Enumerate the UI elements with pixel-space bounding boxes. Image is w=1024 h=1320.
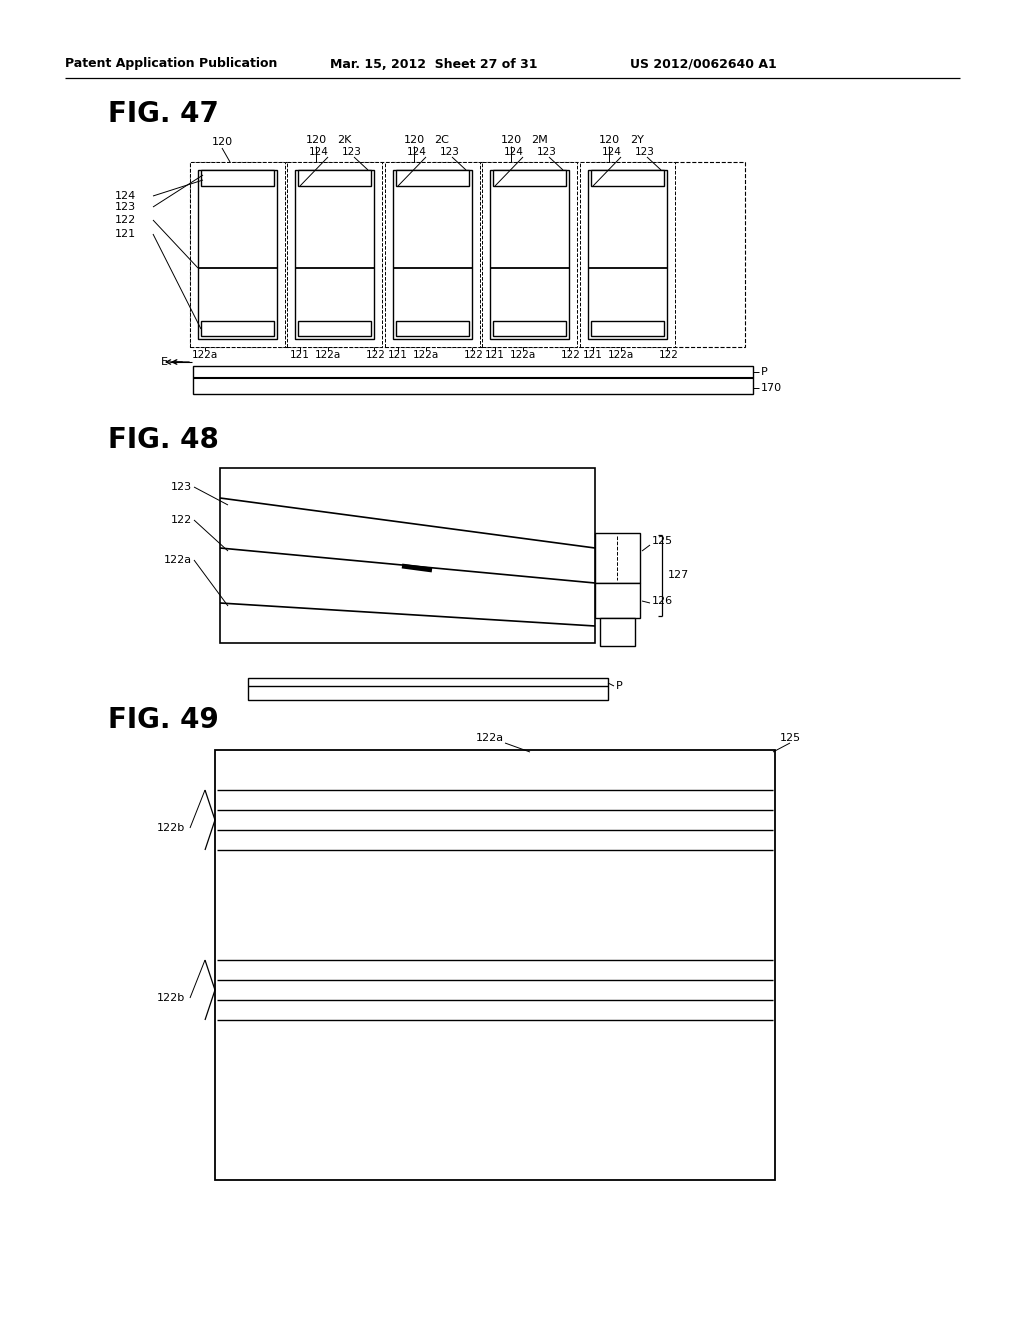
Text: 122a: 122a [315, 350, 341, 360]
Text: Mar. 15, 2012  Sheet 27 of 31: Mar. 15, 2012 Sheet 27 of 31 [330, 58, 538, 70]
Bar [482, 162, 577, 347]
Bar [490, 170, 569, 339]
Text: 120: 120 [403, 135, 425, 145]
Bar [396, 170, 469, 186]
Bar [580, 162, 675, 347]
Bar [595, 533, 640, 583]
Text: FIG. 49: FIG. 49 [108, 706, 219, 734]
Bar [298, 170, 371, 186]
Bar [493, 170, 566, 186]
Text: 123: 123 [171, 482, 193, 492]
Text: 123: 123 [115, 202, 136, 213]
Bar [201, 321, 274, 337]
Text: 122: 122 [464, 350, 484, 360]
Text: 122a: 122a [164, 554, 193, 565]
Text: 123: 123 [342, 147, 361, 157]
Text: 122: 122 [171, 515, 193, 525]
Text: 2K: 2K [337, 135, 351, 145]
Bar [591, 170, 664, 186]
Text: 2M: 2M [530, 135, 548, 145]
Text: 125: 125 [779, 733, 801, 743]
Text: US 2012/0062640 A1: US 2012/0062640 A1 [630, 58, 777, 70]
Text: 123: 123 [537, 147, 557, 157]
Text: 121: 121 [485, 350, 505, 360]
Text: 124: 124 [115, 191, 136, 201]
Text: 121: 121 [115, 228, 136, 239]
Text: 124: 124 [504, 147, 524, 157]
Text: 121: 121 [290, 350, 310, 360]
Text: 122a: 122a [191, 350, 218, 360]
Text: 124: 124 [309, 147, 329, 157]
Bar [215, 750, 775, 1180]
Text: Patent Application Publication: Patent Application Publication [65, 58, 278, 70]
Bar [287, 162, 382, 347]
Text: 122a: 122a [608, 350, 634, 360]
Bar [220, 469, 595, 643]
Text: 120: 120 [305, 135, 327, 145]
Text: 122b: 122b [157, 993, 185, 1003]
Bar [248, 678, 608, 700]
Text: 122a: 122a [510, 350, 537, 360]
Text: FIG. 47: FIG. 47 [108, 100, 219, 128]
Text: 122: 122 [659, 350, 679, 360]
Text: P: P [761, 367, 768, 378]
Text: E: E [161, 356, 168, 367]
Text: 2Y: 2Y [630, 135, 644, 145]
Text: 121: 121 [583, 350, 603, 360]
Text: 122a: 122a [476, 733, 504, 743]
Bar [493, 321, 566, 337]
Text: P: P [616, 681, 623, 690]
Bar [295, 170, 374, 339]
Bar [591, 321, 664, 337]
Text: 125: 125 [652, 536, 673, 546]
Bar [190, 162, 285, 347]
Text: 122: 122 [561, 350, 581, 360]
Bar [393, 170, 472, 339]
Bar [588, 170, 667, 339]
Bar [595, 583, 640, 618]
Bar [298, 321, 371, 337]
Bar [600, 618, 635, 645]
Text: 126: 126 [652, 597, 673, 606]
Text: 122b: 122b [157, 822, 185, 833]
Text: FIG. 48: FIG. 48 [108, 426, 219, 454]
Bar [201, 170, 274, 186]
Text: 170: 170 [761, 383, 782, 393]
Text: 120: 120 [501, 135, 521, 145]
Bar [190, 162, 745, 347]
Text: 120: 120 [598, 135, 620, 145]
Text: 123: 123 [440, 147, 460, 157]
Bar [385, 162, 480, 347]
Text: 2C: 2C [434, 135, 450, 145]
Text: 127: 127 [668, 570, 689, 579]
Text: 122: 122 [115, 215, 136, 224]
Bar [396, 321, 469, 337]
Text: 120: 120 [211, 137, 232, 147]
Text: 122a: 122a [413, 350, 439, 360]
Text: 123: 123 [635, 147, 655, 157]
Bar [198, 170, 278, 339]
Text: 122: 122 [366, 350, 386, 360]
Bar [193, 366, 753, 393]
Text: 121: 121 [388, 350, 408, 360]
Text: 124: 124 [408, 147, 427, 157]
Text: 124: 124 [602, 147, 622, 157]
